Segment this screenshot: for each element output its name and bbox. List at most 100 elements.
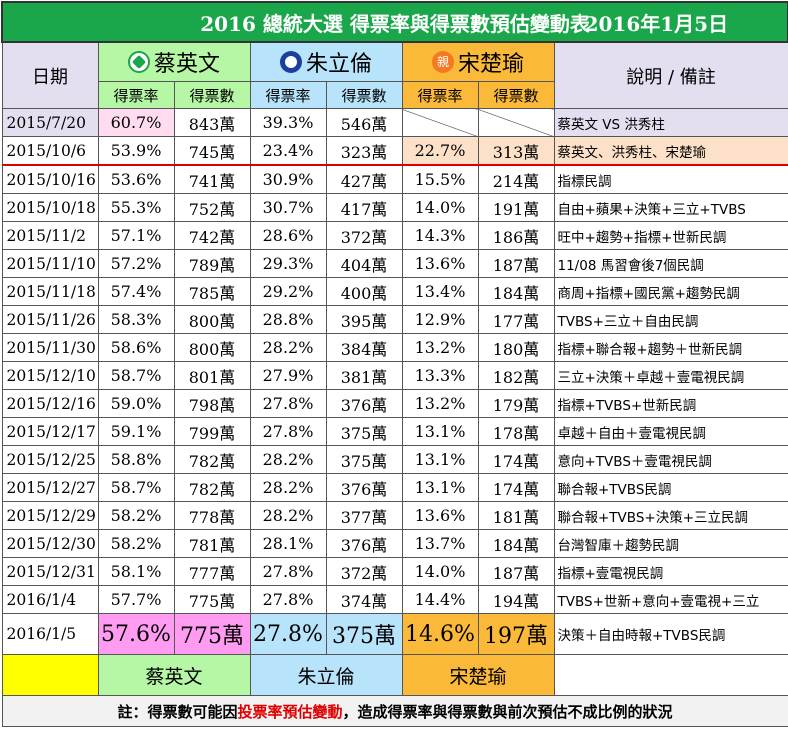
tsai-rate-cell: 57.6% [97, 613, 175, 655]
tsai-count-cell: 798萬 [173, 389, 251, 418]
table-row: 2015/10/16 53.6% 741萬 30.9% 427萬 15.5% 214萬 指標民… [1, 164, 788, 194]
soong-count-cell: 214萬 [477, 164, 555, 194]
title-bar: 2016 總統大選 得票率與得票數預估變動表 2016年1月5日 [0, 1, 788, 43]
tsai-rate-cell: 58.2% [97, 529, 175, 558]
soong-rate-cell: 14.0% [401, 193, 479, 222]
legend-tsai: 蔡英文 [97, 654, 251, 696]
soong-count-cell: 194萬 [477, 585, 555, 614]
tsai-rate-cell: 53.9% [97, 136, 175, 166]
kmt-logo-icon [279, 51, 302, 73]
soong-count-cell: 197萬 [477, 613, 555, 655]
date-header: 日期 [1, 41, 99, 109]
note-cell: 蔡英文、洪秀柱、宋楚瑜 [553, 136, 788, 166]
date-cell: 2015/12/27 [1, 473, 99, 502]
pfp-logo-icon: 親 [431, 51, 454, 73]
legend-blank [553, 654, 788, 696]
soong-rate-cell: 13.4% [401, 277, 479, 306]
chu-rate-cell: 27.9% [249, 361, 327, 390]
soong-rate-cell: 13.1% [401, 445, 479, 474]
chu-rate-cell: 29.2% [249, 277, 327, 306]
tsai-count-cell: 775萬 [173, 613, 251, 655]
soong-count-cell: 178萬 [477, 417, 555, 446]
tsai-count-cell: 799萬 [173, 417, 251, 446]
chu-count-cell: 395萬 [325, 305, 403, 334]
tsai-count-cell: 781萬 [173, 529, 251, 558]
chu-rate-cell: 28.1% [249, 529, 327, 558]
table-title: 2016 總統大選 得票率與得票數預估變動表 [200, 11, 590, 36]
soong-rate-cell: 14.4% [401, 585, 479, 614]
chu-count-cell: 372萬 [325, 221, 403, 250]
count-header: 得票數 [325, 81, 403, 109]
tsai-count-cell: 742萬 [173, 221, 251, 250]
table-row: 2015/12/31 58.1% 777萬 27.8% 372萬 14.0% 187萬 指標+… [1, 557, 788, 586]
footer-note: 註：得票數可能因投票率預估變動，造成得票率與得票數與前次預估不成比例的狀況 [1, 695, 788, 727]
tsai-count-cell: 782萬 [173, 473, 251, 502]
chu-rate-cell: 27.8% [249, 557, 327, 586]
soong-rate-cell: 15.5% [401, 164, 479, 194]
tsai-count-cell: 741萬 [173, 164, 251, 194]
tsai-rate-cell: 53.6% [97, 164, 175, 194]
tsai-count-cell: 778萬 [173, 501, 251, 530]
note-cell: 聯合報+TVBS民調 [553, 473, 788, 502]
tsai-count-cell: 752萬 [173, 193, 251, 222]
chu-count-cell: 381萬 [325, 361, 403, 390]
soong-rate-cell: 13.2% [401, 333, 479, 362]
soong-rate-cell: 13.2% [401, 389, 479, 418]
chu-count-cell: 400萬 [325, 277, 403, 306]
soong-count-cell: 313萬 [477, 136, 555, 166]
table-row: 2015/12/30 58.2% 781萬 28.1% 376萬 13.7% 184萬 台灣智… [1, 529, 788, 558]
chu-rate-cell: 27.8% [249, 389, 327, 418]
table-row: 2015/12/25 58.8% 782萬 28.2% 375萬 13.1% 174萬 意向+… [1, 445, 788, 474]
chu-rate-cell: 28.2% [249, 473, 327, 502]
tsai-count-cell: 777萬 [173, 557, 251, 586]
date-cell: 2015/12/31 [1, 557, 99, 586]
dpp-logo-icon [127, 51, 150, 73]
chu-rate-cell: 28.2% [249, 445, 327, 474]
soong-count-cell: 182萬 [477, 361, 555, 390]
note-cell: 自由+蘋果+決策+三立+TVBS [553, 193, 788, 222]
count-header: 得票數 [477, 81, 555, 109]
chu-rate-cell: 39.3% [249, 108, 327, 137]
chu-rate-cell: 27.8% [249, 613, 327, 655]
date-cell: 2015/12/30 [1, 529, 99, 558]
note-cell: TVBS+世新+意向+壹電視+三立 [553, 585, 788, 614]
table-row: 2015/12/16 59.0% 798萬 27.8% 376萬 13.2% 179萬 指標+… [1, 389, 788, 418]
chu-rate-cell: 30.7% [249, 193, 327, 222]
soong-count-cell: 174萬 [477, 473, 555, 502]
table-row: 2015/11/26 58.3% 800萬 28.8% 395萬 12.9% 177萬 TVB… [1, 305, 788, 334]
note-cell: 指標+TVBS+世新民調 [553, 389, 788, 418]
chu-rate-cell: 30.9% [249, 164, 327, 194]
tsai-rate-cell: 58.1% [97, 557, 175, 586]
chu-count-cell: 323萬 [325, 136, 403, 166]
chu-count-cell: 376萬 [325, 389, 403, 418]
tsai-rate-cell: 58.3% [97, 305, 175, 334]
table-row: 2015/11/10 57.2% 789萬 29.3% 404萬 13.6% 187萬 11/… [1, 249, 788, 278]
date-cell: 2015/11/18 [1, 277, 99, 306]
rate-header: 得票率 [401, 81, 479, 109]
tsai-rate-cell: 57.7% [97, 585, 175, 614]
chu-count-cell: 427萬 [325, 164, 403, 194]
soong-rate-cell: 14.3% [401, 221, 479, 250]
soong-rate-cell: 13.7% [401, 529, 479, 558]
count-header: 得票數 [173, 81, 251, 109]
soong-count-cell: 181萬 [477, 501, 555, 530]
tsai-count-cell: 801萬 [173, 361, 251, 390]
soong-rate-cell: 13.1% [401, 473, 479, 502]
table-row: 2015/12/17 59.1% 799萬 27.8% 375萬 13.1% 178萬 卓越＋… [1, 417, 788, 446]
soong-rate-empty-cell [401, 108, 479, 137]
note-cell: 蔡英文 VS 洪秀柱 [553, 108, 788, 137]
table-row: 2015/11/2 57.1% 742萬 28.6% 372萬 14.3% 186萬 旺中+趨… [1, 221, 788, 250]
chu-count-cell: 372萬 [325, 557, 403, 586]
tsai-rate-cell: 57.4% [97, 277, 175, 306]
tsai-count-cell: 843萬 [173, 108, 251, 137]
tsai-count-cell: 782萬 [173, 445, 251, 474]
table-row: 2015/12/27 58.7% 782萬 28.2% 376萬 13.1% 174萬 聯合報… [1, 473, 788, 502]
table-row: 2015/10/18 55.3% 752萬 30.7% 417萬 14.0% 191萬 自由+… [1, 193, 788, 222]
date-cell: 2015/12/16 [1, 389, 99, 418]
tsai-rate-cell: 58.2% [97, 501, 175, 530]
tsai-rate-cell: 59.0% [97, 389, 175, 418]
date-cell: 2016/1/5 [1, 613, 99, 655]
chu-rate-cell: 23.4% [249, 136, 327, 166]
chu-count-cell: 374萬 [325, 585, 403, 614]
table-row: 2015/10/6 53.9% 745萬 23.4% 323萬 22.7% 313萬 蔡英文、… [1, 136, 788, 166]
